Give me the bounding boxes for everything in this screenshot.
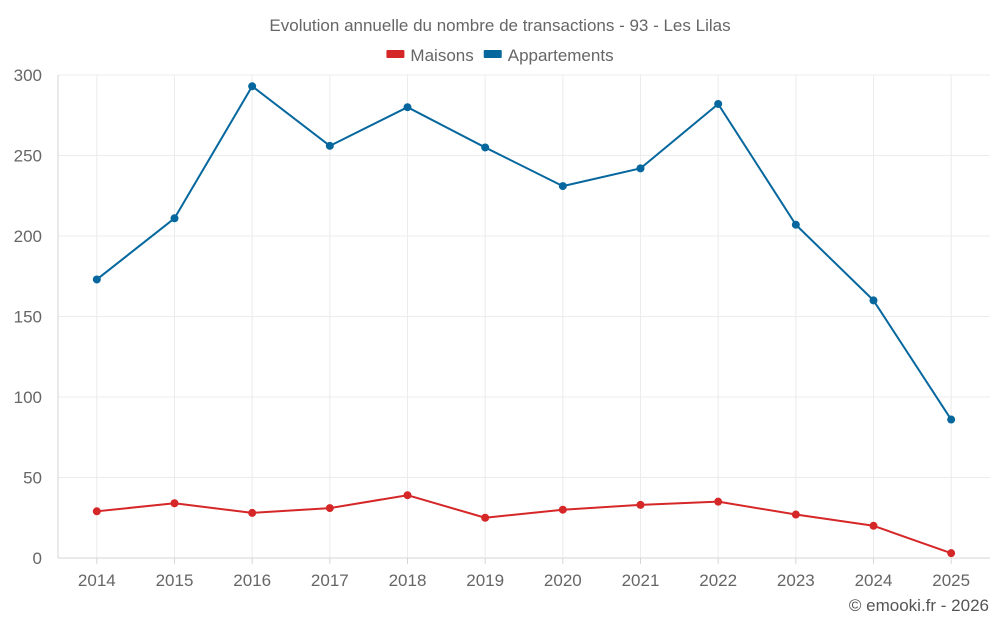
x-axis: 2014 2015 2016 2017 2018 2019 2020 2021 2022 2023… bbox=[58, 557, 990, 590]
legend-item-appartements[interactable]: Appartements bbox=[483, 46, 614, 65]
series-line-appartements bbox=[96, 85, 953, 421]
x-tick-label-2023: 2023 bbox=[777, 571, 815, 590]
data-point-appartements-2025[interactable] bbox=[947, 415, 956, 424]
x-tick-label-2014: 2014 bbox=[78, 571, 116, 590]
legend-label-maisons: Maisons bbox=[410, 46, 473, 65]
data-point-appartements-2024[interactable] bbox=[869, 296, 878, 305]
data-point-maisons-2023[interactable] bbox=[791, 510, 800, 519]
x-tick-label-2017: 2017 bbox=[311, 571, 349, 590]
grid bbox=[58, 74, 990, 558]
y-tick-label-250: 250 bbox=[14, 147, 42, 166]
x-tick-label-2025: 2025 bbox=[932, 571, 970, 590]
y-tick-label-50: 50 bbox=[23, 469, 42, 488]
data-point-appartements-2020[interactable] bbox=[558, 182, 567, 191]
data-point-appartements-2016[interactable] bbox=[248, 82, 257, 91]
data-point-maisons-2015[interactable] bbox=[170, 499, 179, 508]
y-tick-label-150: 150 bbox=[14, 308, 42, 327]
x-tick-label-2018: 2018 bbox=[389, 571, 427, 590]
legend: Maisons Appartements bbox=[386, 46, 614, 65]
data-point-appartements-2021[interactable] bbox=[636, 164, 645, 173]
data-point-maisons-2016[interactable] bbox=[248, 508, 257, 517]
data-point-maisons-2019[interactable] bbox=[481, 513, 490, 522]
series-appartements bbox=[92, 82, 956, 424]
footer-credit: © emooki.fr - 2026 bbox=[849, 596, 989, 615]
data-point-maisons-2018[interactable] bbox=[403, 491, 412, 500]
data-point-maisons-2021[interactable] bbox=[636, 500, 645, 509]
data-point-maisons-2020[interactable] bbox=[558, 505, 567, 514]
data-point-maisons-2025[interactable] bbox=[947, 549, 956, 558]
chart-title: Evolution annuelle du nombre de transact… bbox=[269, 16, 730, 35]
x-tick-label-2016: 2016 bbox=[233, 571, 271, 590]
data-point-maisons-2014[interactable] bbox=[92, 507, 101, 516]
x-tick-label-2019: 2019 bbox=[466, 571, 504, 590]
data-point-appartements-2014[interactable] bbox=[92, 275, 101, 284]
x-tick-label-2020: 2020 bbox=[544, 571, 582, 590]
series-maisons bbox=[92, 491, 956, 558]
series-layer bbox=[92, 82, 956, 558]
data-point-appartements-2015[interactable] bbox=[170, 214, 179, 223]
y-axis: 0 50 100 150 200 250 300 bbox=[14, 66, 59, 568]
legend-item-maisons[interactable]: Maisons bbox=[386, 46, 474, 65]
data-point-appartements-2017[interactable] bbox=[325, 141, 334, 150]
data-point-maisons-2022[interactable] bbox=[714, 497, 723, 506]
data-point-maisons-2024[interactable] bbox=[869, 521, 878, 530]
legend-label-appartements: Appartements bbox=[508, 46, 614, 65]
x-tick-label-2024: 2024 bbox=[855, 571, 893, 590]
y-tick-label-100: 100 bbox=[14, 388, 42, 407]
data-point-appartements-2022[interactable] bbox=[714, 99, 723, 108]
y-tick-label-0: 0 bbox=[33, 549, 42, 568]
data-point-maisons-2017[interactable] bbox=[325, 504, 334, 513]
y-tick-label-300: 300 bbox=[14, 66, 42, 85]
legend-swatch-appartements bbox=[483, 50, 502, 58]
x-tick-label-2015: 2015 bbox=[156, 571, 194, 590]
x-tick-label-2022: 2022 bbox=[699, 571, 737, 590]
data-point-appartements-2023[interactable] bbox=[791, 220, 800, 229]
x-tick-label-2021: 2021 bbox=[622, 571, 660, 590]
data-point-appartements-2018[interactable] bbox=[403, 103, 412, 112]
series-line-maisons bbox=[96, 494, 952, 555]
y-tick-label-200: 200 bbox=[14, 227, 42, 246]
data-point-appartements-2019[interactable] bbox=[481, 143, 490, 152]
legend-swatch-maisons bbox=[386, 50, 405, 58]
